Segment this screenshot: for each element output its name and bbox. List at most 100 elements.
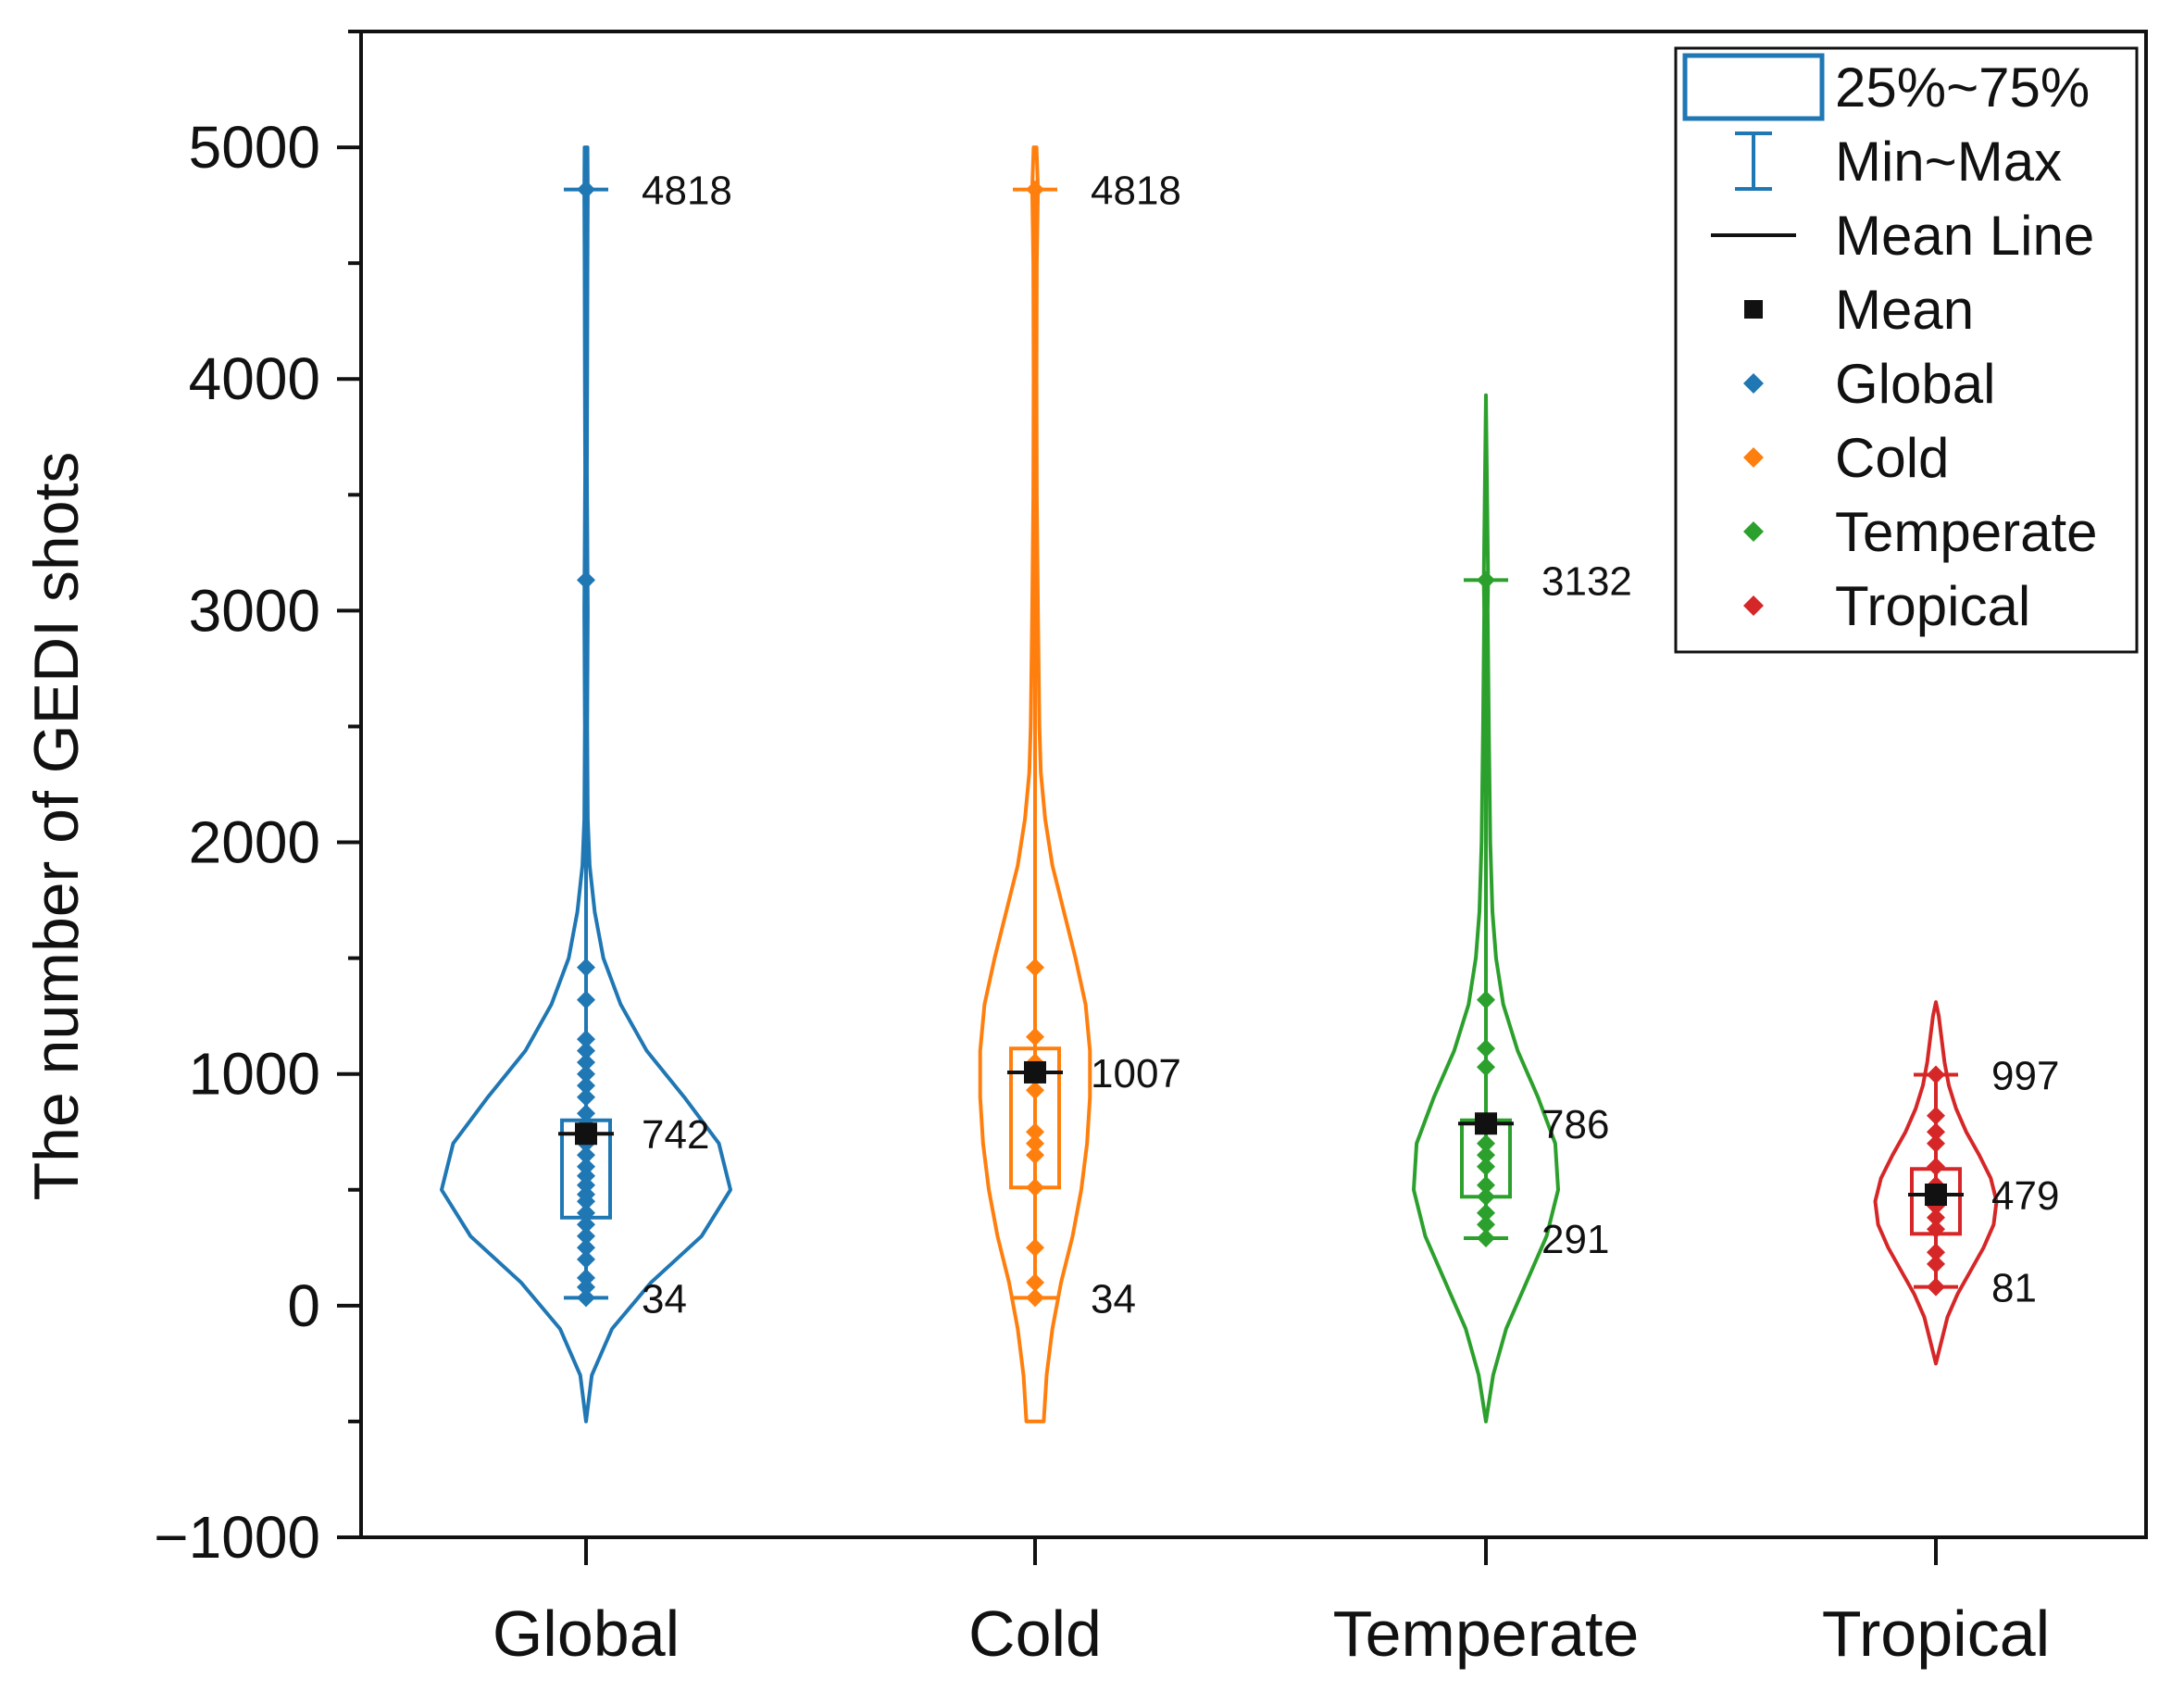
violin-group-tropical: 997 479 81 xyxy=(1873,1000,2059,1366)
min-label: 34 xyxy=(1091,1276,1136,1322)
data-point xyxy=(577,990,595,1009)
data-point xyxy=(1026,1081,1044,1100)
y-tick-label: 3000 xyxy=(189,577,320,644)
x-tick-label: Global xyxy=(493,1598,680,1670)
data-point xyxy=(577,1249,595,1269)
data-point xyxy=(1477,1203,1495,1222)
legend-label: Mean xyxy=(1835,279,1974,341)
data-point xyxy=(1477,1134,1495,1153)
data-point xyxy=(1927,1220,1945,1239)
y-tick-label: 4000 xyxy=(189,345,320,412)
min-label: 291 xyxy=(1541,1217,1609,1262)
data-point xyxy=(577,1053,595,1072)
data-point xyxy=(577,570,595,590)
y-tick-label: 5000 xyxy=(189,114,320,181)
legend-diamond-swatch xyxy=(1743,373,1764,394)
data-point xyxy=(577,180,595,199)
data-point xyxy=(1477,1039,1495,1059)
legend-label: Cold xyxy=(1835,427,1949,489)
max-label: 3132 xyxy=(1541,558,1632,604)
violin-group-cold: 4818 1007 34 xyxy=(978,145,1181,1423)
legend-diamond-swatch xyxy=(1743,521,1764,542)
y-tick-label: 2000 xyxy=(189,809,320,876)
violin-outline xyxy=(1412,393,1560,1423)
legend-diamond-swatch xyxy=(1743,595,1764,616)
mean-label: 479 xyxy=(1991,1173,2059,1219)
data-point xyxy=(1477,1229,1495,1248)
data-point xyxy=(1477,1175,1495,1195)
data-point xyxy=(1927,1243,1945,1262)
x-tick-label: Temperate xyxy=(1333,1598,1640,1670)
legend-mean-swatch xyxy=(1744,300,1763,319)
violin-outline xyxy=(978,145,1092,1423)
data-point xyxy=(577,1215,595,1234)
violin-group-global: 4818 742 34 xyxy=(440,145,732,1423)
data-point xyxy=(577,1238,595,1258)
data-point xyxy=(1927,1134,1945,1153)
max-label: 4818 xyxy=(642,169,732,214)
data-point xyxy=(577,1030,595,1049)
violin-outline xyxy=(440,145,732,1423)
legend: 25%~75% Min~Max Mean Line Mean Global Cold Tem… xyxy=(1674,46,2139,654)
mean-marker xyxy=(1024,1060,1046,1084)
mean-label: 1007 xyxy=(1091,1051,1181,1096)
data-point xyxy=(1927,1122,1945,1142)
y-tick-label: 0 xyxy=(287,1272,320,1339)
data-point xyxy=(1026,1122,1044,1142)
data-point xyxy=(1927,1106,1945,1125)
data-point xyxy=(577,1203,595,1222)
mean-label: 786 xyxy=(1541,1102,1609,1147)
data-point xyxy=(1026,1146,1044,1165)
data-point xyxy=(1026,180,1044,199)
legend-label: Mean Line xyxy=(1835,205,2094,267)
data-point xyxy=(577,1268,595,1287)
data-point xyxy=(1026,958,1044,977)
data-point xyxy=(1477,1187,1495,1207)
plot-frame xyxy=(359,30,2148,1539)
data-point xyxy=(577,1157,595,1176)
data-point xyxy=(577,1146,595,1165)
mean-marker xyxy=(575,1122,597,1146)
data-point xyxy=(577,1184,595,1204)
data-point xyxy=(1026,1134,1044,1153)
max-label: 4818 xyxy=(1091,169,1181,214)
violin-outline xyxy=(1873,1000,1999,1366)
data-point xyxy=(577,1041,595,1060)
legend-label: 25%~75% xyxy=(1835,56,2090,119)
data-point xyxy=(1927,1065,1945,1084)
data-point xyxy=(1026,1272,1044,1292)
data-point xyxy=(1477,1157,1495,1176)
legend-label: Global xyxy=(1835,353,1995,415)
data-point xyxy=(1026,1027,1044,1046)
data-point xyxy=(577,1175,595,1195)
legend-label: Temperate xyxy=(1835,501,2097,563)
min-label: 81 xyxy=(1991,1266,2037,1311)
violin-group-temperate: 3132 786 291 xyxy=(1412,393,1632,1423)
mean-label: 742 xyxy=(642,1112,709,1158)
mean-marker xyxy=(1475,1112,1497,1135)
data-point xyxy=(577,1288,595,1308)
data-point xyxy=(577,1076,595,1096)
legend-label: Tropical xyxy=(1835,575,2030,637)
data-point xyxy=(1927,1208,1945,1227)
data-point xyxy=(577,958,595,977)
data-point xyxy=(1477,1058,1495,1077)
legend-label: Min~Max xyxy=(1835,131,2062,193)
y-tick-label: 1000 xyxy=(189,1041,320,1108)
data-point xyxy=(1477,990,1495,1009)
data-point xyxy=(1477,570,1495,590)
data-point xyxy=(577,1064,595,1084)
legend-box-swatch xyxy=(1682,53,1825,121)
data-point xyxy=(1026,1238,1044,1258)
y-axis-label: The number of GEDI shots xyxy=(21,452,92,1201)
data-point xyxy=(577,1226,595,1246)
data-point xyxy=(1927,1254,1945,1273)
data-point xyxy=(577,1166,595,1185)
data-point xyxy=(577,1087,595,1107)
data-point xyxy=(577,1277,595,1297)
data-point xyxy=(1026,1288,1044,1308)
mean-marker xyxy=(1925,1184,1947,1207)
min-label: 34 xyxy=(642,1276,687,1322)
